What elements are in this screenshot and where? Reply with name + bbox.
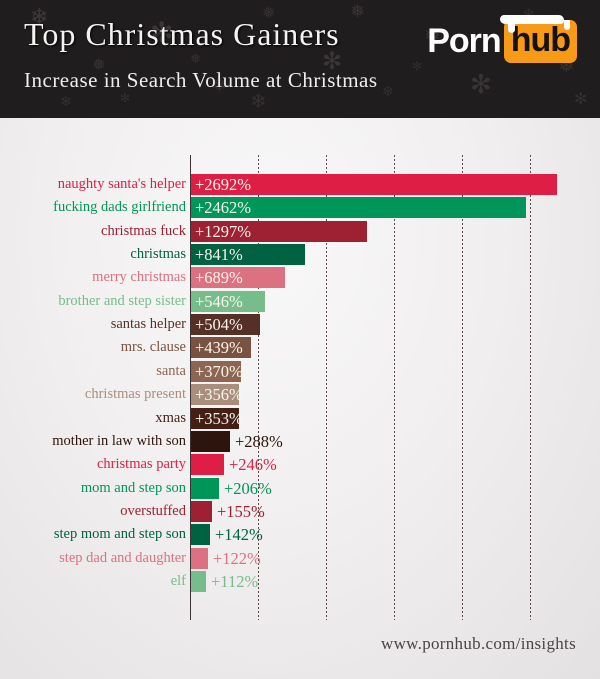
value-label: +546% [195, 292, 243, 311]
category-label: mother in law with son [52, 433, 186, 449]
value-label: +288% [235, 432, 283, 451]
pornhub-logo: Porn hub [427, 14, 577, 63]
category-label: merry christmas [92, 269, 186, 285]
gridline [326, 155, 327, 620]
bar [191, 548, 208, 569]
snowflake-icon: ✻ [120, 91, 131, 105]
bar [191, 221, 367, 242]
footer-url: www.pornhub.com/insights [381, 634, 576, 653]
bar [191, 244, 305, 265]
snowflake-icon: ✻ [322, 49, 343, 75]
logo-text-porn: Porn [427, 21, 501, 60]
value-label: +246% [229, 455, 277, 474]
snowflake-icon: ✻ [412, 59, 423, 73]
category-label: mom and step son [80, 480, 186, 496]
value-label: +689% [195, 268, 243, 287]
logo-hub-box: hub [499, 14, 577, 63]
logo-text-hub: hub [510, 20, 571, 59]
value-label: +504% [195, 315, 243, 334]
bar [191, 501, 212, 522]
category-label: overstuffed [120, 503, 186, 519]
bar-chart-plot-area: +2692% +2462% +1297% +841% +689% +546% +504% +4… [190, 155, 599, 620]
snowflake-icon: ✻ [574, 91, 588, 108]
snowflake-icon: ❄ [60, 95, 72, 110]
bar [191, 571, 206, 592]
value-label: +122% [213, 549, 261, 568]
page-title: Top Christmas Gainers [24, 16, 340, 52]
value-label: +206% [224, 479, 272, 498]
bar [191, 174, 557, 195]
header-banner: ❄❅✻❄❅✻❄❅✻❄❅✻❄❅✻❄❅✻ Top Christmas Gainers… [0, 0, 600, 118]
category-label: christmas present [84, 386, 186, 402]
bar [191, 524, 210, 545]
category-label: elf [170, 573, 186, 589]
snowflake-icon: ❄ [30, 4, 49, 29]
page-subtitle: Increase in Search Volume at Christmas [24, 68, 378, 92]
category-label: naughty santa's helper [57, 176, 186, 192]
bar [191, 314, 260, 335]
category-label: fucking dads girlfriend [53, 199, 186, 215]
value-label: +2692% [195, 175, 252, 194]
value-label: +370% [195, 362, 243, 381]
category-label: xmas [155, 410, 186, 426]
snowflake-icon: ❄ [382, 85, 394, 100]
value-label: +112% [211, 572, 259, 591]
snow-drip-icon [507, 19, 515, 33]
bar [191, 337, 251, 358]
category-label: christmas fuck [101, 223, 186, 239]
category-label: brother and step sister [58, 293, 186, 309]
bar [191, 267, 285, 288]
gridline [394, 155, 395, 620]
value-label: +2462% [195, 198, 252, 217]
snowflake-icon: ✻ [150, 18, 174, 49]
category-labels-column: naughty santa's helper fucking dads girlf… [0, 155, 186, 620]
category-label: santa [156, 363, 186, 379]
category-label: christmas [130, 246, 186, 262]
bar [191, 291, 265, 312]
gridline [462, 155, 463, 620]
category-label: step dad and daughter [59, 550, 186, 566]
snowflake-icon: ❅ [190, 51, 201, 66]
value-label: +356% [195, 385, 243, 404]
snow-drip-icon [564, 19, 570, 30]
bar [191, 478, 219, 499]
value-label: +439% [195, 338, 243, 357]
value-label: +155% [217, 502, 265, 521]
snowflake-icon: ❅ [350, 1, 366, 21]
value-label: +841% [195, 245, 243, 264]
snow-cap-decoration [499, 14, 564, 24]
bar [191, 197, 526, 218]
bar [191, 361, 241, 382]
snowflake-icon: ❄ [212, 75, 228, 95]
snowflake-icon: ❅ [424, 25, 441, 47]
value-label: +353% [195, 409, 243, 428]
category-label: christmas party [97, 456, 186, 472]
category-label: santas helper [110, 316, 186, 332]
gridline [530, 155, 531, 620]
category-label: step mom and step son [53, 526, 186, 542]
bar [191, 431, 230, 452]
bar [191, 384, 239, 405]
bar [191, 408, 239, 429]
snowflake-icon: ❅ [92, 57, 106, 74]
y-axis-line [190, 155, 191, 620]
snowflake-icon: ✻ [470, 70, 492, 99]
value-label: +142% [215, 525, 263, 544]
value-label: +1297% [195, 222, 252, 241]
snowflake-icon: ❄ [250, 91, 267, 113]
gridline [258, 155, 259, 620]
category-label: mrs. clause [120, 339, 186, 355]
snowflake-icon: ❅ [262, 5, 276, 22]
bar [191, 454, 224, 475]
